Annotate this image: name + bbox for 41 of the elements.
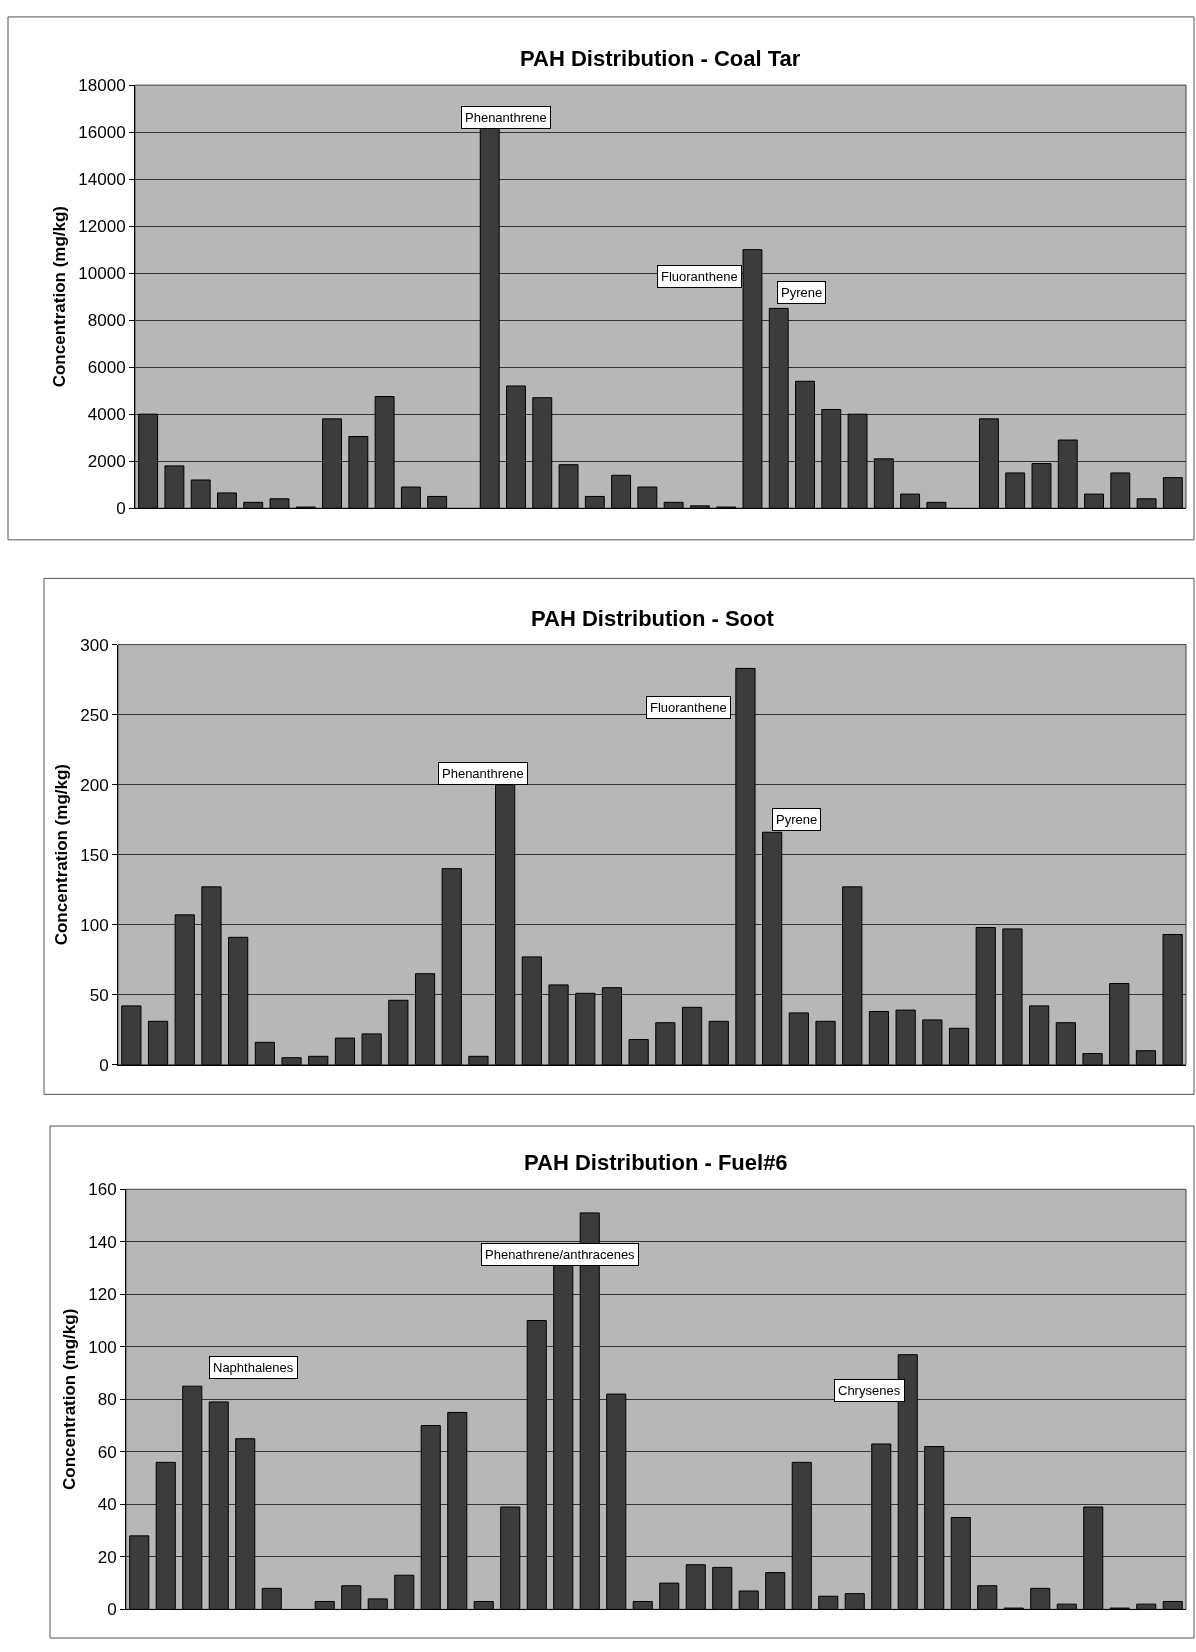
y-tick-label: 6000 — [87, 358, 126, 378]
annotation: Pyrene — [776, 812, 818, 827]
y-tick-label: 0 — [107, 1600, 117, 1620]
y-tick-label: 300 — [80, 635, 109, 655]
chart-title: PAH Distribution - Soot — [531, 606, 775, 631]
chart-title: PAH Distribution - Fuel#6 — [524, 1150, 788, 1175]
y-tick-label: 0 — [99, 1055, 109, 1075]
y-axis-title: Concentration (mg/kg) — [51, 763, 71, 946]
y-tick-label: 250 — [80, 705, 109, 725]
y-tick-label: 18000 — [78, 76, 126, 96]
y-tick-label: 40 — [97, 1495, 117, 1515]
y-tick-label: 2000 — [87, 452, 126, 472]
y-tick-label: 100 — [80, 915, 109, 935]
y-tick-label: 8000 — [87, 311, 126, 331]
annotation: Chrysenes — [838, 1383, 901, 1398]
y-tick-label: 100 — [88, 1337, 117, 1357]
annotation: Pyrene — [781, 285, 823, 300]
y-axis-title: Concentration (mg/kg) — [49, 205, 69, 388]
y-tick-label: 80 — [97, 1390, 117, 1410]
y-tick-label: 10000 — [78, 264, 126, 284]
y-tick-label: 150 — [80, 845, 109, 865]
y-tick-label: 200 — [80, 775, 109, 795]
y-tick-label: 160 — [88, 1180, 117, 1200]
y-tick-label: 20 — [97, 1547, 117, 1567]
y-tick-label: 14000 — [78, 170, 126, 190]
annotation: Fluoranthene — [661, 269, 738, 284]
annotation: Phenathrene/anthracenes — [485, 1247, 636, 1262]
annotation: Phenanthrene — [442, 766, 524, 781]
y-tick-label: 0 — [116, 499, 126, 519]
y-tick-label: 140 — [88, 1232, 117, 1252]
y-tick-label: 16000 — [78, 123, 126, 143]
annotation: Naphthalenes — [213, 1360, 294, 1375]
chart-title: PAH Distribution - Coal Tar — [520, 46, 801, 71]
y-axis-title: Concentration (mg/kg) — [59, 1308, 79, 1490]
annotation: Fluoranthene — [650, 700, 727, 715]
y-tick-label: 120 — [88, 1285, 117, 1305]
y-tick-label: 60 — [97, 1442, 117, 1462]
annotation: Phenanthrene — [465, 110, 547, 125]
y-tick-label: 4000 — [87, 405, 126, 425]
y-tick-label: 50 — [89, 985, 109, 1005]
y-tick-label: 12000 — [78, 217, 126, 237]
